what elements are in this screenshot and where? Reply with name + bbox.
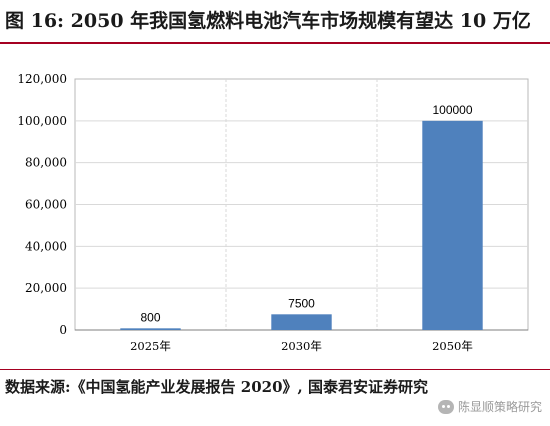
source-note: 数据来源:《中国氢能产业发展报告 2020》, 国泰君安证券研究	[5, 378, 428, 396]
y-tick-label: 60,000	[25, 198, 67, 212]
figure-footer: 数据来源:《中国氢能产业发展报告 2020》, 国泰君安证券研究 陈显顺策略研究	[0, 369, 550, 426]
watermark-text: 陈显顺策略研究	[457, 400, 542, 414]
y-tick-label: 80,000	[25, 156, 67, 170]
data-label: 800	[140, 310, 160, 324]
data-label: 100000	[432, 103, 472, 117]
wechat-icon	[437, 399, 454, 414]
bar-chart: 0 20,000 40,000 60,000 80,000 100,000 120,000 8…	[17, 72, 529, 353]
y-tick-label: 100,000	[17, 114, 67, 128]
x-tick-label: 2050年	[432, 339, 473, 353]
watermark: 陈显顺策略研究	[437, 398, 542, 415]
bar	[422, 120, 483, 330]
x-tick-label: 2030年	[281, 339, 322, 353]
y-tick-label: 20,000	[25, 281, 67, 295]
bar	[271, 314, 332, 330]
y-tick-label: 40,000	[25, 239, 67, 253]
y-tick-label: 120,000	[17, 72, 67, 86]
y-tick-label: 0	[59, 323, 67, 337]
figure-title: 图 16: 2050 年我国氢燃料电池汽车市场规模有望达 10 万亿	[5, 10, 531, 32]
x-tick-label: 2025年	[130, 339, 171, 353]
data-label: 7500	[288, 296, 315, 310]
bar	[120, 328, 181, 330]
figure-header: 图 16: 2050 年我国氢燃料电池汽车市场规模有望达 10 万亿	[0, 0, 550, 44]
